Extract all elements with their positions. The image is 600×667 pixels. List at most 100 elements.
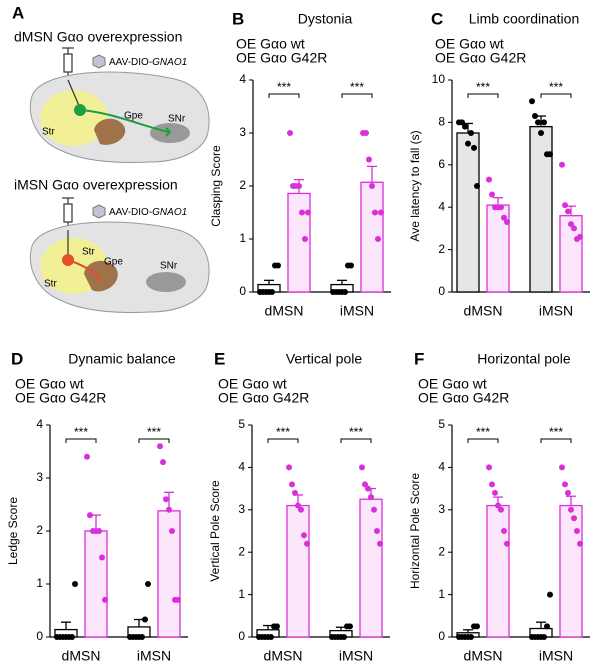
- data-point: [301, 532, 307, 539]
- significance-label: ***: [74, 425, 88, 439]
- bar: [286, 504, 310, 638]
- data-point: [369, 183, 375, 189]
- panel-letter: D: [11, 349, 23, 368]
- data-point: [535, 119, 541, 126]
- data-point: [577, 233, 583, 240]
- significance-label: ***: [350, 80, 364, 94]
- region-label: SNr: [168, 114, 186, 125]
- data-point: [498, 204, 504, 211]
- y-tick-label: 6: [438, 157, 445, 171]
- y-axis-label: Vertical Pole Score: [208, 480, 222, 582]
- data-point: [486, 464, 492, 471]
- significance-label: ***: [476, 425, 490, 439]
- data-point: [486, 176, 492, 183]
- data-point: [269, 289, 275, 295]
- vector-text: AAV-DIO-: [109, 207, 152, 218]
- data-point: [559, 161, 565, 168]
- data-point: [72, 581, 78, 587]
- bar: [84, 530, 108, 638]
- y-tick-label: 0: [438, 284, 445, 298]
- panel-letter: A: [12, 3, 24, 22]
- significance-bracket: [540, 438, 572, 443]
- brain-diagram: [29, 221, 210, 313]
- data-point: [377, 540, 383, 547]
- data-point: [541, 119, 547, 126]
- significance-bracket: [65, 438, 97, 443]
- region-label: Str: [82, 247, 95, 258]
- region-label: Str: [42, 127, 55, 138]
- data-point: [298, 506, 304, 513]
- data-point: [571, 225, 577, 232]
- panel-letter: B: [232, 9, 244, 28]
- data-point: [374, 528, 380, 534]
- y-tick-label: 1: [238, 587, 245, 601]
- data-point: [87, 512, 93, 519]
- bar: [559, 504, 583, 638]
- y-tick-label: 0: [239, 284, 246, 298]
- y-tick-label: 4: [438, 460, 445, 474]
- data-point: [532, 113, 538, 120]
- y-axis-label: Horizontal Pole Score: [408, 473, 422, 589]
- data-point: [289, 481, 295, 488]
- data-point: [169, 528, 175, 534]
- significance-bracket: [467, 438, 499, 443]
- data-point: [547, 591, 553, 598]
- data-point: [375, 236, 381, 242]
- data-point: [562, 481, 568, 488]
- bar: [359, 498, 383, 638]
- data-point: [571, 515, 577, 522]
- legend-entry: OE Gαo wt: [435, 36, 504, 52]
- bar: [456, 132, 480, 293]
- data-point: [562, 202, 568, 209]
- panel-letter: C: [431, 9, 443, 28]
- data-point: [145, 581, 151, 587]
- data-point: [495, 502, 501, 509]
- x-tick-label: dMSN: [464, 648, 503, 664]
- significance-label: ***: [349, 425, 363, 439]
- significance-bracket: [138, 438, 170, 443]
- data-point: [541, 634, 547, 640]
- y-tick-label: 3: [239, 125, 246, 139]
- legend-entry: OE Gαo wt: [218, 376, 287, 392]
- x-tick-label: iMSN: [137, 648, 171, 664]
- data-point: [474, 623, 480, 630]
- data-point: [568, 221, 574, 228]
- data-point: [268, 634, 274, 640]
- data-point: [474, 183, 480, 189]
- significance-label: ***: [277, 80, 291, 94]
- legend-entry: OE Gαo G42R: [218, 390, 309, 406]
- data-point: [348, 262, 354, 269]
- y-tick-label: 5: [238, 417, 245, 431]
- brain-diagram: [29, 71, 210, 163]
- x-tick-label: dMSN: [62, 648, 101, 664]
- bar: [529, 125, 553, 293]
- data-point: [501, 214, 507, 221]
- virus-icon: [92, 54, 106, 69]
- data-point: [274, 623, 280, 630]
- data-point: [292, 489, 298, 496]
- x-tick-label: dMSN: [464, 303, 503, 319]
- virus-icon: [92, 204, 106, 219]
- significance-label: ***: [549, 80, 563, 94]
- data-point: [547, 151, 553, 158]
- data-point: [492, 489, 498, 496]
- y-tick-label: 1: [239, 231, 246, 245]
- significance-label: ***: [276, 425, 290, 439]
- data-point: [99, 554, 105, 561]
- y-tick-label: 0: [238, 629, 245, 643]
- panel-a: A dMSN Gαo overexpression AAV-DIO-GNAO1 …: [12, 3, 210, 313]
- data-point: [341, 634, 347, 640]
- y-tick-label: 0: [36, 629, 43, 643]
- data-point: [142, 616, 148, 623]
- data-point: [471, 144, 477, 151]
- y-tick-label: 2: [438, 242, 445, 256]
- data-point: [84, 453, 90, 460]
- region-label: Str: [44, 279, 57, 290]
- legend-entry: OE Gαo G42R: [15, 390, 106, 406]
- y-tick-label: 1: [36, 576, 43, 590]
- data-point: [465, 140, 471, 147]
- chart-title: Vertical pole: [286, 351, 362, 367]
- significance-label: ***: [476, 80, 490, 94]
